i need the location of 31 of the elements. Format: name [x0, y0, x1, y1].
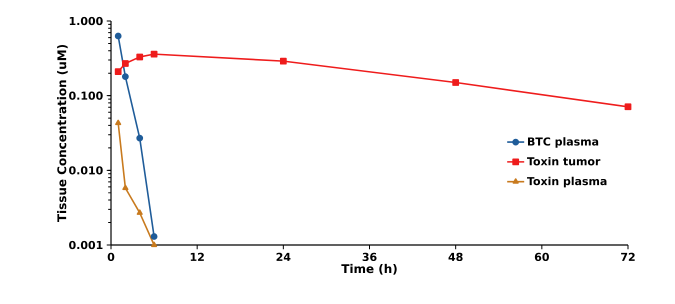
- legend-label: BTC plasma: [528, 137, 598, 148]
- point: [122, 73, 129, 80]
- x-tick-label: 24: [276, 252, 290, 261]
- x-tick-label: 36: [362, 252, 377, 262]
- legend-label: Toxin plasma: [527, 176, 606, 188]
- point: [150, 50, 158, 58]
- x-tick-label: 12: [190, 252, 204, 261]
- point: [136, 54, 144, 60]
- x-axis-title: Time (h): [341, 264, 397, 275]
- point: [115, 120, 122, 126]
- x-tick-label: 60: [534, 252, 549, 262]
- point: [122, 60, 129, 67]
- x-tick-label: 72: [621, 252, 635, 261]
- point: [136, 209, 143, 215]
- x-tick-label: 0: [108, 252, 114, 262]
- point: [114, 68, 122, 75]
- legend-label: Toxin tumor: [527, 156, 600, 166]
- point: [452, 79, 460, 86]
- point: [624, 103, 632, 110]
- y-axis-title: Tissue Concentration (uM): [57, 44, 68, 222]
- x-tick-label: 48: [448, 252, 463, 262]
- point: [114, 32, 122, 40]
- y-tick-label: 0.001: [69, 240, 102, 250]
- y-tick-label: 1.000: [70, 16, 103, 26]
- point: [151, 242, 158, 248]
- y-tick-label: 0.100: [69, 92, 103, 100]
- point: [280, 58, 287, 65]
- point: [150, 233, 158, 240]
- point: [122, 184, 128, 190]
- y-tick-label: 0.010: [69, 166, 103, 174]
- point: [136, 134, 144, 142]
